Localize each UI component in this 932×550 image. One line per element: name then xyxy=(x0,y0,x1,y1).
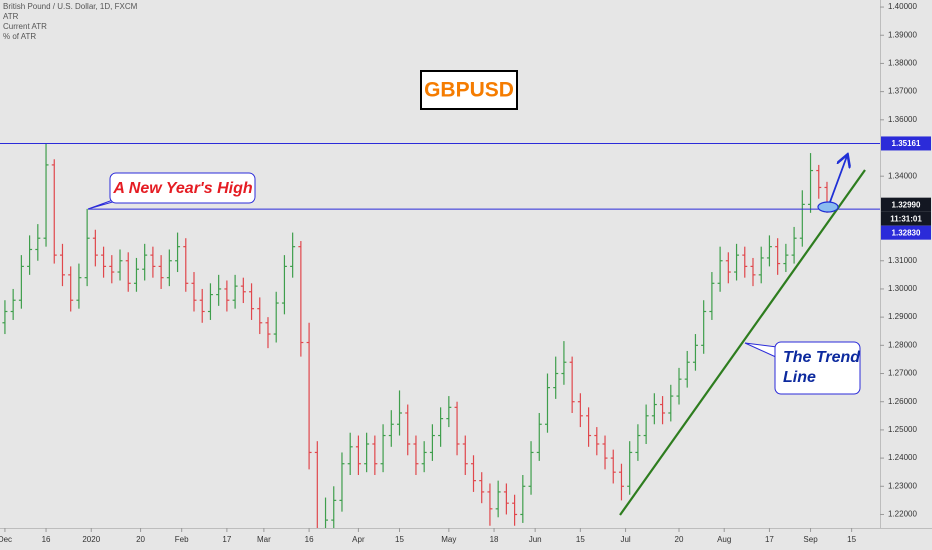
x-tick-label: Sep xyxy=(803,535,818,544)
x-tick-label: 2020 xyxy=(82,535,100,544)
price-label-text: 1.32830 xyxy=(892,228,921,237)
y-tick-label: 1.34000 xyxy=(888,171,917,180)
x-tick-label: 15 xyxy=(395,535,404,544)
price-label-box xyxy=(881,197,931,212)
title-box: GBPUSD xyxy=(420,70,518,110)
legend: British Pound / U.S. Dollar, 1D, FXCM AT… xyxy=(3,2,138,41)
price-label-text: 11:31:01 xyxy=(890,214,922,223)
y-tick-label: 1.27000 xyxy=(888,369,917,378)
y-tick-label: 1.22000 xyxy=(888,510,917,519)
y-tick-label: 1.28000 xyxy=(888,340,917,349)
legend-line: British Pound / U.S. Dollar, 1D, FXCM xyxy=(3,2,138,11)
x-tick-label: Aug xyxy=(717,535,731,544)
y-tick-label: 1.24000 xyxy=(888,453,917,462)
trend-callout: The Trend Line xyxy=(744,341,861,395)
legend-line: % of ATR xyxy=(3,32,36,41)
price-label-box xyxy=(881,225,931,240)
chart-title: GBPUSD xyxy=(424,79,514,102)
x-tick-label: Apr xyxy=(352,535,365,544)
x-tick-label: Mar xyxy=(257,535,271,544)
levels: 1.35161 1.32990 11:31:01 1.32830 xyxy=(0,136,931,240)
price-label-box xyxy=(881,136,931,151)
x-tick-label: Jun xyxy=(529,535,542,544)
price-label-box xyxy=(881,211,931,226)
x-tick-label: Jul xyxy=(620,535,630,544)
x-tick-label: 17 xyxy=(222,535,231,544)
y-tick-label: 1.39000 xyxy=(888,30,917,39)
y-tick-label: 1.30000 xyxy=(888,284,917,293)
trend-line xyxy=(619,169,866,516)
x-tick-label: Feb xyxy=(175,535,189,544)
callout-text: The Trend xyxy=(783,349,861,366)
y-tick-label: 1.40000 xyxy=(888,2,917,11)
y-tick-label: 1.29000 xyxy=(888,312,917,321)
y-tick-label: 1.26000 xyxy=(888,397,917,406)
price-label: 1.32830 xyxy=(881,225,931,240)
legend-line: Current ATR xyxy=(3,22,47,31)
y-tick-label: 1.37000 xyxy=(888,87,917,96)
x-tick-label: Dec xyxy=(0,535,12,544)
x-tick-label: 20 xyxy=(675,535,684,544)
callout-box xyxy=(774,341,861,395)
y-tick-label: 1.31000 xyxy=(888,256,917,265)
title-frame xyxy=(420,70,518,110)
price-label: 1.35161 xyxy=(881,136,931,151)
x-tick-label: 17 xyxy=(765,535,774,544)
x-tick-label: 15 xyxy=(847,535,856,544)
y-tick-label: 1.38000 xyxy=(888,59,917,68)
y-tick-label: 1.36000 xyxy=(888,115,917,124)
x-tick-label: 20 xyxy=(136,535,145,544)
price-label-text: 1.35161 xyxy=(892,139,921,148)
high-callout: A New Year's High xyxy=(87,172,256,210)
callout-text: A New Year's High xyxy=(112,180,252,197)
x-tick-label: 16 xyxy=(305,535,314,544)
price-label-text: 1.32990 xyxy=(892,200,921,209)
x-tick-label: 15 xyxy=(576,535,585,544)
y-tick-label: 1.23000 xyxy=(888,481,917,490)
touch-marker xyxy=(817,201,839,213)
price-label: 1.32990 xyxy=(881,197,931,212)
x-tick-label: May xyxy=(441,535,456,544)
callout-box xyxy=(109,172,256,204)
arrow xyxy=(829,156,847,203)
y-tick-label: 1.25000 xyxy=(888,425,917,434)
x-tick-label: 16 xyxy=(42,535,51,544)
price-label: 11:31:01 xyxy=(881,211,931,226)
x-tick-label: 18 xyxy=(490,535,499,544)
callout-text: Line xyxy=(783,369,816,386)
legend-line: ATR xyxy=(3,12,19,21)
bars xyxy=(2,143,830,528)
